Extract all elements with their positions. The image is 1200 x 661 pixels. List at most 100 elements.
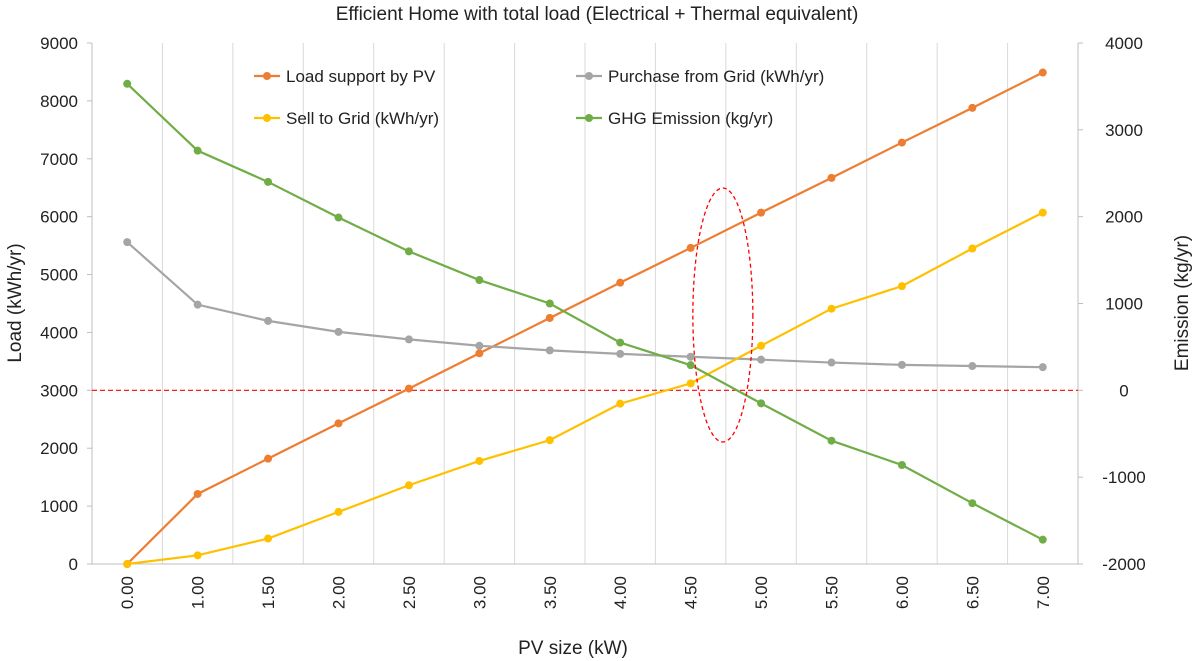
data-point xyxy=(968,362,977,371)
x-axis-tick-label: 2.50 xyxy=(400,576,419,609)
x-axis-title: PV size (kW) xyxy=(518,638,628,659)
data-point xyxy=(545,313,554,322)
data-point xyxy=(475,341,484,350)
x-axis-tick-label: 1.50 xyxy=(259,576,278,609)
data-point xyxy=(475,349,484,358)
legend-label: Load support by PV xyxy=(286,67,436,86)
data-point xyxy=(404,481,413,490)
x-axis-tick-label: 2.00 xyxy=(330,576,349,609)
data-point xyxy=(193,489,202,498)
data-point xyxy=(193,551,202,560)
x-axis-tick-label: 3.00 xyxy=(470,576,489,609)
legend-label: GHG Emission (kg/yr) xyxy=(608,109,773,128)
data-point xyxy=(404,384,413,393)
x-axis-tick-label: 7.00 xyxy=(1034,576,1053,609)
data-point xyxy=(616,349,625,358)
data-point xyxy=(968,103,977,112)
legend-item: Sell to Grid (kWh/yr) xyxy=(254,109,439,128)
y2-axis-title: Emission (kg/yr) xyxy=(1172,235,1193,371)
y-axis-title: Load (kWh/yr) xyxy=(5,243,26,362)
data-point xyxy=(757,399,766,408)
legend-item: Purchase from Grid (kWh/yr) xyxy=(576,67,824,86)
right-axis-tick-label: -1000 xyxy=(1102,468,1145,487)
series-layer xyxy=(123,68,1047,568)
data-point xyxy=(757,355,766,364)
series-ghg-emission-kg-yr xyxy=(123,79,1047,544)
right-axis-tick-label: 3000 xyxy=(1105,121,1143,140)
data-point xyxy=(334,327,343,336)
legend-swatch-marker xyxy=(585,114,593,122)
x-axis-tick-label: 4.00 xyxy=(611,576,630,609)
legend-item: Load support by PV xyxy=(254,67,436,86)
gridlines xyxy=(91,43,1079,564)
x-axis-ticks: 0.00 1.00 1.50 2.00 2.50 3.00 3.50 4.00 4.50 5.00… xyxy=(118,576,1053,609)
x-axis-tick-label: 6.00 xyxy=(893,576,912,609)
data-point xyxy=(334,507,343,516)
data-point xyxy=(1038,363,1047,372)
data-point xyxy=(897,461,906,470)
highlight-ellipse xyxy=(692,187,754,443)
data-point xyxy=(334,213,343,222)
data-point xyxy=(123,238,132,247)
data-point xyxy=(968,244,977,253)
x-axis-tick-label: 5.50 xyxy=(823,576,842,609)
data-point xyxy=(897,282,906,291)
data-point xyxy=(545,299,554,308)
x-axis-tick-label: 6.50 xyxy=(963,576,982,609)
data-point xyxy=(404,247,413,256)
legend-item: GHG Emission (kg/yr) xyxy=(576,109,773,128)
data-point xyxy=(264,454,273,463)
right-axis-tick-label: 0 xyxy=(1119,381,1128,400)
legend-swatch-marker xyxy=(263,114,271,122)
chart-title: Efficient Home with total load (Electric… xyxy=(336,4,859,25)
left-axis-tick-label: 2000 xyxy=(40,439,78,458)
left-axis-tick-label: 9000 xyxy=(40,34,78,53)
legend-label: Sell to Grid (kWh/yr) xyxy=(286,109,439,128)
data-point xyxy=(616,338,625,347)
left-axis-tick-label: 6000 xyxy=(40,208,78,227)
series-line xyxy=(126,71,1044,565)
legend: Load support by PV Purchase from Grid (kW… xyxy=(254,67,824,128)
series-line xyxy=(127,211,1044,566)
x-axis-tick-label: 3.50 xyxy=(541,576,560,609)
data-point xyxy=(827,436,836,445)
data-point xyxy=(264,534,273,543)
right-axis-tick-label: 4000 xyxy=(1105,34,1143,53)
data-point xyxy=(757,341,766,350)
left-axis-tick-label: 7000 xyxy=(40,150,78,169)
legend-swatch-marker xyxy=(263,72,271,80)
legend-swatch-marker xyxy=(585,72,593,80)
data-point xyxy=(475,276,484,285)
left-axis-tick-label: 0 xyxy=(69,555,78,574)
left-axis-ticks: 0 1000 2000 3000 4000 5000 6000 7000 8000 9000 xyxy=(40,34,92,574)
data-point xyxy=(545,346,554,355)
left-axis-tick-label: 4000 xyxy=(40,323,78,342)
data-point xyxy=(827,358,836,367)
data-point xyxy=(264,316,273,325)
data-point xyxy=(1038,68,1047,77)
data-point xyxy=(193,146,202,155)
data-point xyxy=(545,436,554,445)
series-line xyxy=(126,241,1043,369)
data-point xyxy=(897,138,906,147)
data-point xyxy=(616,278,625,287)
highlight-ellipse-shape xyxy=(692,187,754,443)
series-purchase-from-grid-kwh-yr xyxy=(123,238,1047,372)
right-axis-tick-label: 2000 xyxy=(1105,208,1143,227)
data-point xyxy=(686,361,695,370)
data-point xyxy=(1038,208,1047,217)
data-point xyxy=(686,352,695,361)
data-point xyxy=(193,300,202,309)
x-axis-tick-label: 1.00 xyxy=(189,576,208,609)
data-point xyxy=(264,177,273,186)
left-axis-tick-label: 3000 xyxy=(40,381,78,400)
data-point xyxy=(897,360,906,369)
series-sell-to-grid-kwh-yr xyxy=(123,208,1047,568)
data-point xyxy=(757,208,766,217)
left-axis-tick-label: 8000 xyxy=(40,92,78,111)
data-point xyxy=(475,456,484,465)
data-point xyxy=(686,243,695,252)
data-point xyxy=(616,399,625,408)
data-point xyxy=(686,379,695,388)
